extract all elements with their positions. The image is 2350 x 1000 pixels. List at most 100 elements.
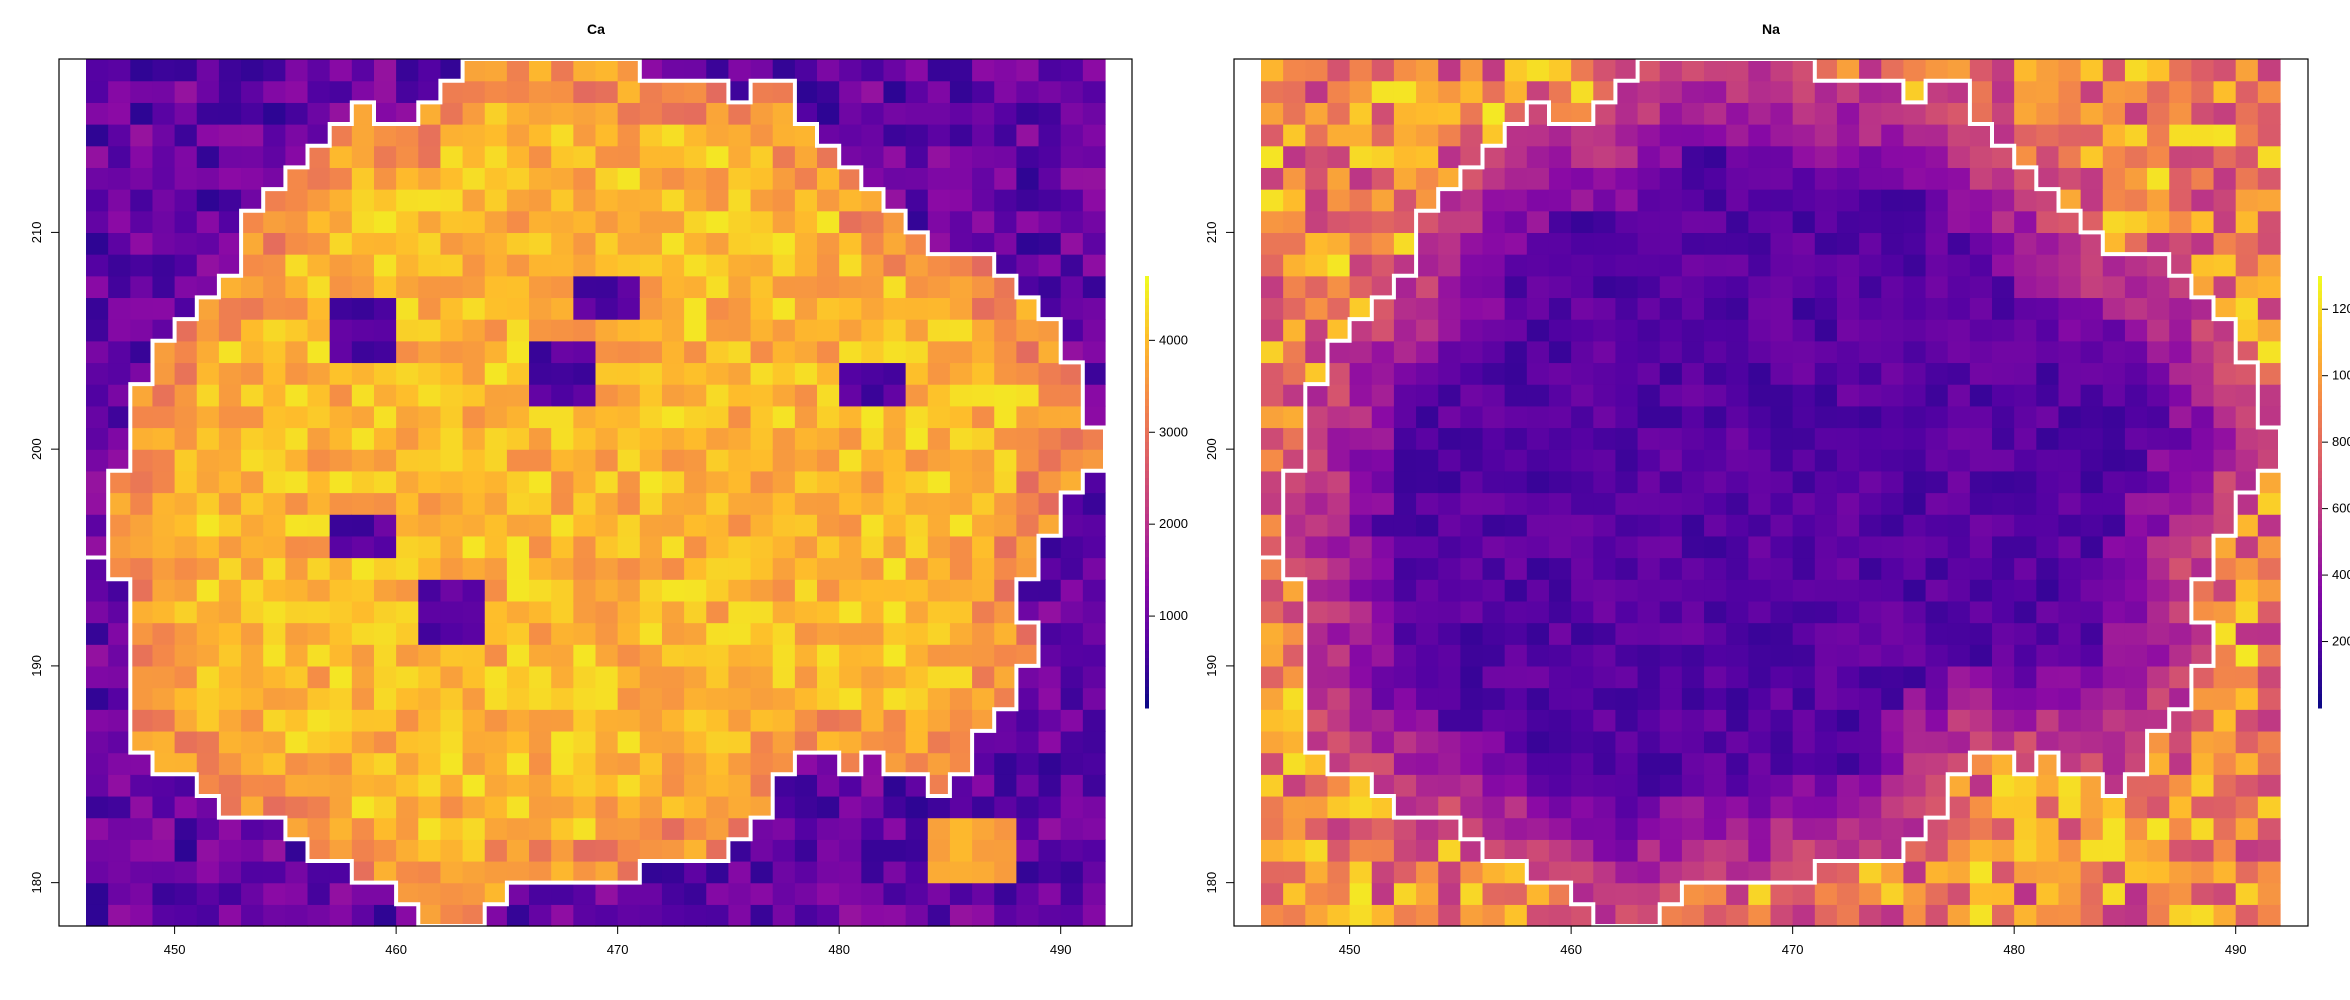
raster-cell xyxy=(573,882,597,905)
raster-cell xyxy=(1038,319,1062,342)
raster-cell xyxy=(329,59,353,82)
raster-cell xyxy=(883,405,907,429)
raster-cell xyxy=(1261,579,1284,602)
raster-cell xyxy=(728,882,752,905)
raster-cell xyxy=(883,232,907,255)
raster-cell xyxy=(2213,189,2237,212)
raster-cell xyxy=(839,449,862,472)
raster-cell xyxy=(1438,405,1461,429)
raster-cell xyxy=(1261,232,1284,255)
raster-cell xyxy=(639,340,663,364)
raster-cell xyxy=(373,644,397,667)
raster-cell xyxy=(1681,839,1705,862)
raster-cell xyxy=(1770,579,1794,602)
raster-cell xyxy=(1526,340,1550,364)
raster-cell xyxy=(573,665,597,689)
raster-cell xyxy=(373,167,397,190)
raster-cell xyxy=(1038,860,1062,884)
raster-cell xyxy=(1792,492,1816,515)
raster-cell xyxy=(418,622,442,645)
raster-cell xyxy=(2147,860,2170,884)
raster-cell xyxy=(263,535,286,559)
colorbar-step xyxy=(1145,448,1149,457)
raster-cell xyxy=(1814,189,1838,212)
raster-cell xyxy=(2235,774,2259,797)
raster-cell xyxy=(529,319,552,342)
raster-cell xyxy=(728,774,752,797)
raster-cell xyxy=(196,124,220,147)
raster-cell xyxy=(927,535,951,559)
raster-cell xyxy=(1060,427,1084,450)
raster-cell xyxy=(86,254,109,277)
raster-cell xyxy=(285,514,309,537)
raster-cell xyxy=(551,362,574,385)
raster-cell xyxy=(750,210,774,234)
raster-cell xyxy=(661,297,685,320)
raster-cell xyxy=(794,80,818,103)
raster-cell xyxy=(573,752,597,775)
raster-cell xyxy=(1261,427,1284,450)
raster-cell xyxy=(617,449,641,472)
raster-cell xyxy=(1615,795,1639,819)
raster-cell xyxy=(418,579,442,602)
colorbar-step xyxy=(2318,621,2322,630)
raster-cell xyxy=(1482,730,1506,754)
raster-cell xyxy=(1327,189,1351,212)
raster-cell xyxy=(529,362,552,385)
raster-cell xyxy=(1482,557,1506,580)
raster-cell xyxy=(241,102,264,125)
raster-cell xyxy=(1659,882,1683,905)
raster-cell xyxy=(1903,730,1927,754)
raster-cell xyxy=(2235,80,2259,103)
raster-cell xyxy=(263,427,286,450)
raster-cell xyxy=(2102,275,2126,299)
raster-cell xyxy=(1969,904,1993,927)
raster-cell xyxy=(2147,449,2170,472)
raster-cell xyxy=(839,470,862,494)
raster-cell xyxy=(1681,102,1705,125)
raster-cell xyxy=(927,59,951,82)
colorbar-step xyxy=(1145,578,1149,587)
raster-cell xyxy=(861,275,885,299)
raster-cell xyxy=(1416,80,1439,103)
raster-cell xyxy=(1082,882,1106,905)
raster-cell xyxy=(1704,59,1727,82)
raster-cell xyxy=(994,145,1017,168)
raster-cell xyxy=(108,795,131,819)
raster-cell xyxy=(373,795,397,819)
raster-cell xyxy=(329,275,353,299)
raster-cell xyxy=(1593,362,1617,385)
raster-cell xyxy=(1460,535,1484,559)
chart-title: Ca xyxy=(587,21,605,37)
raster-cell xyxy=(2213,774,2237,797)
raster-cell xyxy=(1371,492,1395,515)
raster-cell xyxy=(263,817,286,840)
raster-cell xyxy=(2235,102,2259,125)
raster-cell xyxy=(972,362,995,385)
raster-cell xyxy=(1016,752,1040,775)
raster-cell xyxy=(2147,362,2170,385)
raster-cell xyxy=(1082,59,1106,82)
raster-cell xyxy=(1925,189,1949,212)
raster-cell xyxy=(794,189,818,212)
raster-cell xyxy=(1038,644,1062,667)
raster-cell xyxy=(617,362,641,385)
raster-cell xyxy=(1681,275,1705,299)
raster-cell xyxy=(684,102,707,125)
colorbar-step xyxy=(1145,312,1149,320)
raster-cell xyxy=(174,535,198,559)
raster-cell xyxy=(1859,384,1882,407)
raster-cell xyxy=(1593,340,1617,364)
raster-cell xyxy=(108,579,131,602)
raster-cell xyxy=(351,492,375,515)
raster-cell xyxy=(529,384,552,407)
raster-cell xyxy=(130,730,154,754)
raster-cell xyxy=(2080,297,2104,320)
raster-cell xyxy=(1969,102,1993,125)
raster-cell xyxy=(1792,730,1816,754)
raster-cell xyxy=(1881,514,1905,537)
raster-cell xyxy=(1504,687,1528,710)
boundary-outline xyxy=(1261,57,2282,928)
raster-cell xyxy=(285,319,309,342)
raster-cell xyxy=(1283,470,1306,494)
